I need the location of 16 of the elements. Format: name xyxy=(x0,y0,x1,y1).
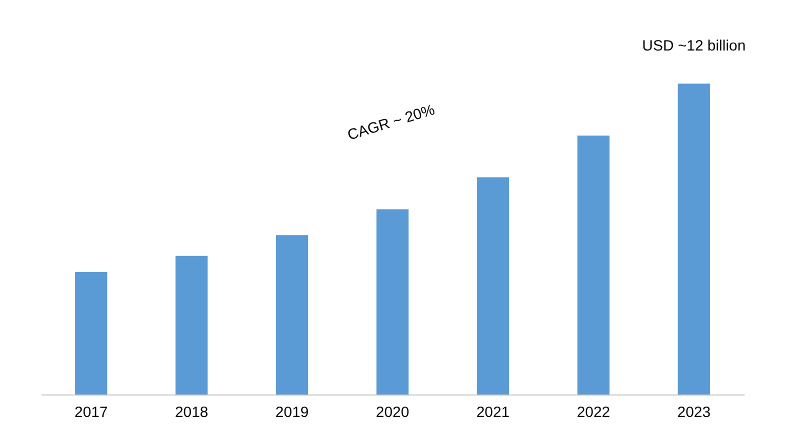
annotation: CAGR ~ 20% xyxy=(346,101,437,144)
bar xyxy=(176,256,208,395)
bar xyxy=(577,136,610,395)
x-tick-label: 2017 xyxy=(74,404,108,421)
bar xyxy=(678,84,710,395)
x-tick-label: 2018 xyxy=(174,404,208,421)
x-tick-label: 2021 xyxy=(476,404,510,421)
bar xyxy=(75,272,108,395)
bar xyxy=(376,209,409,395)
x-tick-label: 2019 xyxy=(275,404,309,421)
x-tick-label: 2022 xyxy=(576,404,610,421)
x-tick-label: 2020 xyxy=(376,404,410,421)
bar xyxy=(276,235,308,395)
x-tick-label: 2023 xyxy=(677,404,711,421)
bar xyxy=(476,177,510,395)
annotation: USD ~12 billion xyxy=(642,38,746,55)
